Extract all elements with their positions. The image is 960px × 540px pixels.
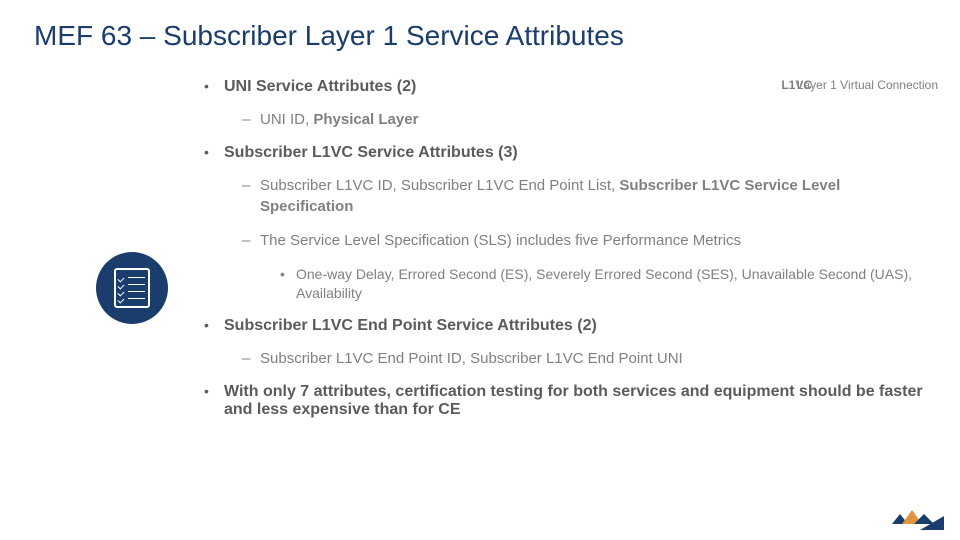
bullet-uni-attrs: UNI Service Attributes (2) [200, 78, 930, 96]
bullet-l1vc-sub2: The Service Level Specification (SLS) in… [242, 231, 930, 251]
text: UNI ID, [260, 111, 313, 128]
text: Subscriber L1VC ID, Subscriber L1VC End … [260, 177, 619, 194]
bullet-uni-sub: UNI ID, Physical Layer [242, 110, 930, 130]
checklist-icon [96, 252, 168, 324]
slide-body: UNI Service Attributes (2) UNI ID, Physi… [200, 78, 930, 433]
text-bold: Physical Layer [313, 111, 418, 128]
mef-logo-icon [892, 506, 944, 530]
bullet-l1vc-attrs: Subscriber L1VC Service Attributes (3) [200, 144, 930, 162]
bullet-endpoint-sub: Subscriber L1VC End Point ID, Subscriber… [242, 349, 930, 369]
bullet-metrics: One-way Delay, Errored Second (ES), Seve… [280, 265, 930, 303]
slide-title: MEF 63 – Subscriber Layer 1 Service Attr… [34, 20, 624, 52]
bullet-summary: With only 7 attributes, certification te… [200, 383, 930, 419]
bullet-endpoint-attrs: Subscriber L1VC End Point Service Attrib… [200, 317, 930, 335]
bullet-l1vc-sub1: Subscriber L1VC ID, Subscriber L1VC End … [242, 176, 930, 217]
